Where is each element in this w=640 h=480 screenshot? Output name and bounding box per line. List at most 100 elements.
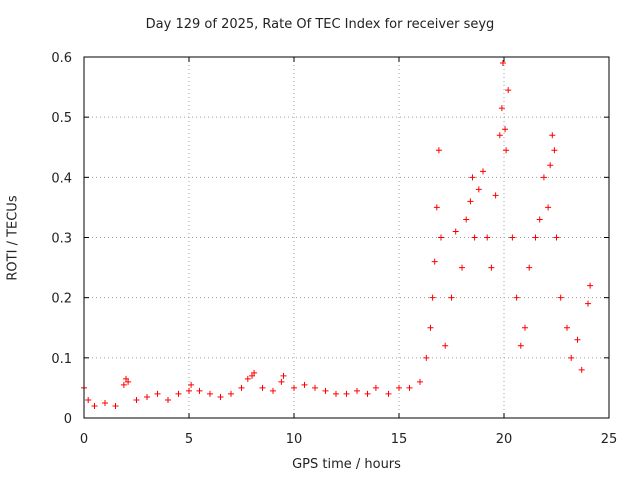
x-tick-label: 0	[80, 432, 88, 447]
data-point	[423, 354, 430, 361]
data-point	[196, 387, 203, 394]
data-point	[499, 60, 506, 67]
data-point	[165, 396, 171, 403]
data-point	[427, 324, 434, 331]
data-point	[322, 387, 329, 394]
data-point	[469, 174, 476, 181]
data-point	[498, 105, 505, 112]
y-tick-label: 0.5	[51, 111, 72, 126]
data-point	[207, 390, 213, 397]
data-point	[475, 186, 482, 193]
data-point	[435, 147, 442, 154]
data-point	[301, 381, 308, 388]
data-point	[343, 390, 350, 397]
grid-lines	[84, 57, 609, 418]
data-point	[249, 372, 255, 379]
axis-ticks: 0 5 10 15 20 25 0 0.1 0.2 0.3 0.4 0.5 0.6	[51, 51, 617, 447]
data-point	[509, 234, 516, 241]
y-tick-label: 0.6	[51, 51, 72, 66]
data-point	[278, 378, 285, 385]
data-point	[433, 204, 440, 211]
data-point	[244, 375, 251, 382]
data-point	[385, 390, 392, 397]
data-point	[354, 387, 360, 394]
data-point	[333, 390, 339, 397]
data-point	[513, 294, 520, 301]
x-axis-label: GPS time / hours	[292, 457, 401, 472]
data-point	[452, 228, 459, 235]
data-point	[270, 387, 276, 394]
data-point	[517, 342, 524, 349]
data-point	[484, 234, 491, 241]
x-tick-label: 5	[185, 432, 193, 447]
data-point	[251, 369, 258, 376]
data-point	[123, 375, 129, 382]
data-point	[291, 384, 297, 391]
data-point	[568, 354, 575, 361]
data-point	[459, 264, 465, 271]
x-tick-label: 10	[286, 432, 303, 447]
data-point	[532, 234, 539, 241]
data-point	[429, 294, 436, 301]
data-point	[488, 264, 495, 271]
data-point	[312, 384, 318, 391]
data-point	[188, 381, 195, 388]
data-point	[280, 372, 287, 379]
data-point	[557, 294, 564, 301]
data-point	[564, 324, 570, 331]
data-point	[503, 147, 510, 154]
data-point	[496, 132, 503, 139]
data-point	[85, 396, 92, 403]
data-point	[480, 168, 486, 175]
data-point	[502, 126, 509, 133]
y-tick-label: 0.4	[51, 171, 72, 186]
data-point	[133, 396, 140, 403]
data-point	[463, 216, 470, 223]
data-point	[578, 366, 585, 373]
data-point	[186, 387, 192, 394]
data-point	[406, 384, 413, 391]
data-point	[526, 264, 533, 271]
data-point	[102, 399, 108, 406]
data-point	[448, 294, 455, 301]
data-point	[540, 174, 547, 181]
data-point	[175, 390, 182, 397]
data-point	[91, 402, 98, 409]
data-point	[259, 384, 266, 391]
data-point	[112, 402, 119, 409]
data-point	[551, 147, 558, 154]
data-point	[505, 87, 512, 94]
data-point	[372, 384, 379, 391]
data-point	[144, 393, 150, 400]
data-point	[549, 132, 556, 139]
data-point	[585, 300, 591, 307]
data-point	[536, 216, 543, 223]
data-point	[545, 204, 552, 211]
data-point	[417, 378, 423, 385]
data-point	[217, 393, 224, 400]
y-tick-label: 0	[64, 412, 72, 427]
data-point	[364, 390, 371, 397]
plot-frame	[83, 56, 610, 419]
x-tick-label: 15	[391, 432, 408, 447]
data-points	[81, 60, 594, 409]
data-point	[553, 234, 560, 241]
data-point	[238, 384, 245, 391]
chart-title: Day 129 of 2025, Rate Of TEC Index for r…	[145, 17, 495, 32]
data-point	[442, 342, 449, 349]
data-point	[492, 192, 499, 199]
data-point	[587, 282, 594, 289]
y-tick-label: 0.2	[51, 292, 72, 307]
x-tick-label: 20	[496, 432, 513, 447]
y-tick-label: 0.3	[51, 232, 72, 247]
data-point	[547, 162, 554, 169]
data-point	[438, 234, 444, 241]
data-point	[228, 390, 234, 397]
x-tick-label: 25	[601, 432, 618, 447]
data-point	[467, 198, 474, 205]
data-point	[154, 390, 161, 397]
data-point	[120, 381, 127, 388]
data-point	[471, 234, 478, 241]
data-point	[396, 384, 402, 391]
